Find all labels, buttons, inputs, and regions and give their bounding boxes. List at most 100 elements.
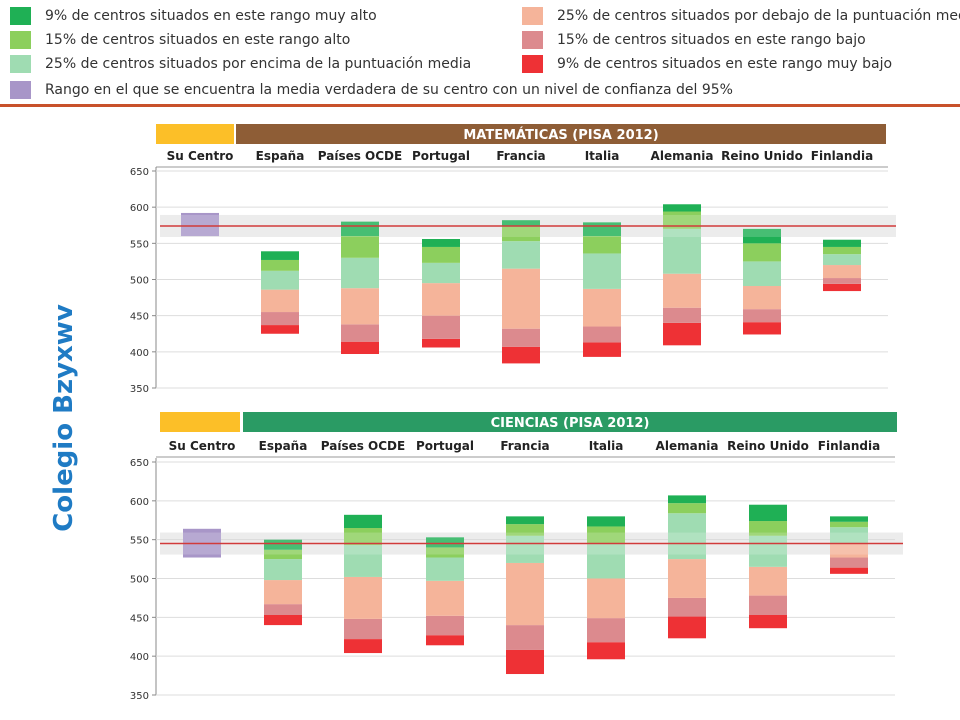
science-box-very-high (587, 516, 625, 527)
science-category-label: Italia (589, 439, 624, 453)
science-category-label: Francia (500, 439, 549, 453)
science-box-high (344, 528, 382, 546)
math-box-below-mean (583, 288, 621, 327)
legend-item-very-low: 9% de centros situados en este rango muy… (522, 54, 892, 74)
math-box-low (261, 312, 299, 326)
science-box-low (749, 595, 787, 616)
math-box-very-low (663, 322, 701, 346)
science-y-tick-label: 550 (130, 536, 149, 547)
math-box-very-high (422, 238, 460, 247)
legend: 9% de centros situados en este rango muy… (0, 0, 960, 104)
header-divider (0, 104, 960, 107)
legend-label-above-mean: 25% de centros situados por encima de la… (45, 56, 472, 72)
science-box-very-low (830, 567, 868, 574)
science-category-label: Portugal (416, 439, 474, 453)
science-box-very-high (749, 504, 787, 522)
math-y-tick-label: 650 (130, 167, 149, 178)
math-category-label: Finlandia (811, 149, 873, 163)
science-box-high (506, 524, 544, 536)
science-box-above-mean (506, 535, 544, 563)
math-y-tick-label: 550 (130, 239, 149, 250)
legend-item-low: 15% de centros situados en este rango ba… (522, 30, 866, 50)
science-category-label: Alemania (656, 439, 719, 453)
math-box-high (663, 211, 701, 229)
math-category-label: Italia (585, 149, 620, 163)
math-box-very-high (502, 220, 540, 227)
math-box-below-mean (261, 289, 299, 313)
math-box-very-high (261, 251, 299, 260)
math-category-label: Francia (496, 149, 545, 163)
science-box-very-high (830, 516, 868, 522)
legend-swatch-confidence-range (10, 81, 31, 99)
legend-item-below-mean: 25% de centros situados por debajo de la… (522, 6, 960, 26)
math-box-high (422, 246, 460, 263)
science-box-above-mean (668, 513, 706, 560)
math-box-above-mean (743, 261, 781, 287)
science-y-tick-label: 400 (130, 652, 149, 663)
science-category-label: España (259, 439, 308, 453)
science-box-low (830, 557, 868, 568)
math-school-range-box (181, 212, 219, 237)
science-box-high (426, 547, 464, 558)
science-box-very-low (426, 635, 464, 646)
math-box-high (341, 236, 379, 258)
science-box-high (264, 549, 302, 560)
math-header-gold (156, 124, 234, 144)
science-box-very-high (426, 537, 464, 548)
math-box-very-low (583, 342, 621, 357)
science-box-very-low (749, 615, 787, 629)
science-category-label: Su Centro (169, 439, 236, 453)
legend-swatch-below-mean (522, 7, 543, 25)
science-box-above-mean (587, 543, 625, 579)
math-box-high (743, 243, 781, 262)
math-category-label: Portugal (412, 149, 470, 163)
math-chart: MATEMÁTICAS (PISA 2012) Su Centro España Pa… (130, 124, 896, 395)
science-box-very-high (506, 516, 544, 525)
legend-label-confidence-range: Rango en el que se encuentra la media ve… (45, 82, 733, 98)
science-box-above-mean (830, 527, 868, 544)
math-box-low (422, 315, 460, 339)
math-box-above-mean (261, 270, 299, 290)
science-header-gold (160, 412, 240, 432)
science-box-very-high (264, 539, 302, 550)
science-box-above-mean (264, 559, 302, 581)
math-box-above-mean (583, 253, 621, 289)
science-box-high (587, 526, 625, 544)
science-box-low (668, 597, 706, 617)
science-box-very-low (264, 615, 302, 626)
science-box-low (264, 604, 302, 616)
science-box-above-mean (426, 557, 464, 581)
legend-swatch-above-mean (10, 55, 31, 73)
math-category-label: Reino Unido (721, 149, 803, 163)
math-box-below-mean (663, 273, 701, 308)
science-box-below-mean (264, 580, 302, 605)
science-category-label: Finlandia (818, 439, 880, 453)
legend-label-very-low: 9% de centros situados en este rango muy… (557, 56, 893, 72)
legend-label-high: 15% de centros situados en este rango al… (45, 32, 351, 48)
science-box-below-mean (426, 580, 464, 616)
math-box-very-high (823, 239, 861, 247)
math-box-very-low (341, 341, 379, 355)
science-box-very-high (668, 495, 706, 504)
science-box-above-mean (749, 535, 787, 567)
science-box-very-low (344, 639, 382, 654)
legend-label-low: 15% de centros situados en este rango ba… (557, 32, 866, 48)
science-box-below-mean (668, 559, 706, 598)
science-box-below-mean (830, 543, 868, 558)
math-box-very-low (422, 338, 460, 348)
math-title: MATEMÁTICAS (PISA 2012) (463, 127, 658, 143)
math-category-label: Países OCDE (318, 149, 402, 163)
science-box-below-mean (344, 576, 382, 619)
math-y-tick-label: 350 (130, 384, 149, 395)
math-box-above-mean (341, 257, 379, 289)
legend-item-above-mean: 25% de centros situados por encima de la… (10, 54, 471, 74)
science-box-below-mean (506, 562, 544, 626)
math-box-very-low (261, 325, 299, 334)
math-box-below-mean (341, 288, 379, 325)
math-box-high (583, 236, 621, 254)
math-box-low (663, 307, 701, 323)
math-box-very-high (663, 204, 701, 212)
legend-swatch-high (10, 31, 31, 49)
science-box-low (344, 618, 382, 640)
legend-item-high: 15% de centros situados en este rango al… (10, 30, 350, 50)
